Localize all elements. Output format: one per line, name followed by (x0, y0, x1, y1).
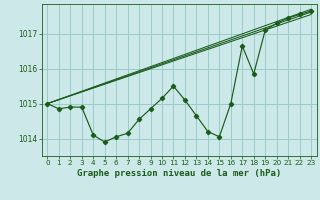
X-axis label: Graphe pression niveau de la mer (hPa): Graphe pression niveau de la mer (hPa) (77, 169, 281, 178)
